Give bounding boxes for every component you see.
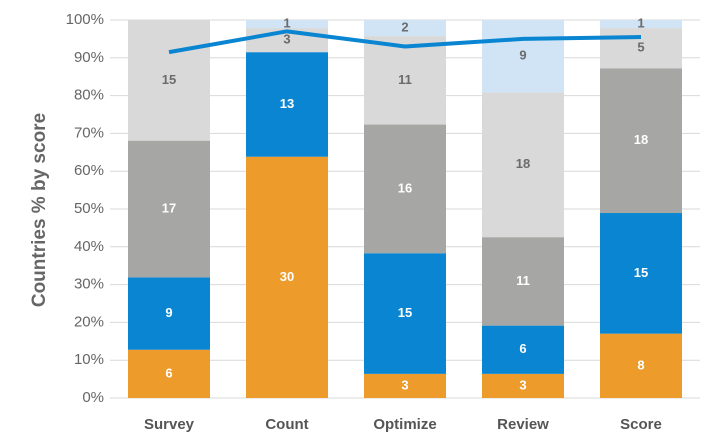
bar-segment (246, 52, 328, 157)
x-tick-label: Optimize (373, 416, 436, 433)
data-label: 15 (634, 265, 648, 280)
x-tick-label: Survey (144, 416, 195, 433)
data-label: 30 (280, 269, 294, 284)
bar-segment (482, 92, 564, 238)
data-label: 9 (519, 48, 526, 63)
x-tick-label: Review (497, 416, 549, 433)
bar-segment (246, 156, 328, 398)
data-label: 6 (519, 341, 526, 356)
y-tick-label: 0% (82, 389, 104, 406)
data-label: 15 (398, 305, 412, 320)
bar-segment (600, 213, 682, 334)
data-label: 18 (516, 156, 530, 171)
bar-segment (482, 373, 564, 398)
data-label: 18 (634, 132, 648, 147)
bar-segment (482, 325, 564, 374)
bar-segment (364, 36, 446, 125)
data-label: 8 (637, 357, 644, 372)
bar-segment (482, 237, 564, 326)
data-label: 3 (283, 32, 290, 47)
bar-segment (128, 277, 210, 350)
data-label: 3 (401, 377, 408, 392)
data-label: 5 (637, 40, 644, 55)
x-tick-label: Count (265, 416, 308, 433)
bar-segment (128, 20, 210, 141)
bar-segment (364, 124, 446, 254)
data-label: 16 (398, 180, 412, 195)
data-label: 13 (280, 96, 294, 111)
bar-segment (482, 20, 564, 93)
data-label: 9 (165, 305, 172, 320)
y-tick-label: 40% (74, 238, 104, 255)
data-label: 17 (162, 200, 176, 215)
data-label: 11 (398, 72, 412, 87)
y-tick-label: 30% (74, 276, 104, 293)
bar-segment (364, 253, 446, 374)
bar-segment (364, 373, 446, 398)
y-tick-label: 10% (74, 351, 104, 368)
bar-segment (128, 140, 210, 278)
data-label: 3 (519, 377, 526, 392)
bar-segment (600, 68, 682, 214)
data-label: 2 (401, 19, 408, 34)
y-tick-label: 60% (74, 162, 104, 179)
x-tick-label: Score (620, 416, 662, 433)
data-label: 1 (637, 15, 644, 30)
data-label: 11 (516, 273, 530, 288)
y-axis-title: Countries % by score (29, 113, 50, 307)
bar-segment (600, 20, 682, 29)
bar-segment (600, 333, 682, 398)
y-tick-label: 90% (74, 49, 104, 66)
y-tick-label: 70% (74, 124, 104, 141)
data-label: 15 (162, 72, 176, 87)
y-tick-label: 100% (66, 11, 104, 28)
bar-segment (364, 20, 446, 37)
data-label: 6 (165, 365, 172, 380)
y-tick-label: 80% (74, 87, 104, 104)
bar-segment (246, 20, 328, 29)
bar-segment (128, 349, 210, 398)
y-tick-label: 50% (74, 200, 104, 217)
bar-segment (600, 28, 682, 69)
line (168, 29, 642, 55)
data-label: 1 (283, 15, 290, 30)
y-tick-label: 20% (74, 313, 104, 330)
